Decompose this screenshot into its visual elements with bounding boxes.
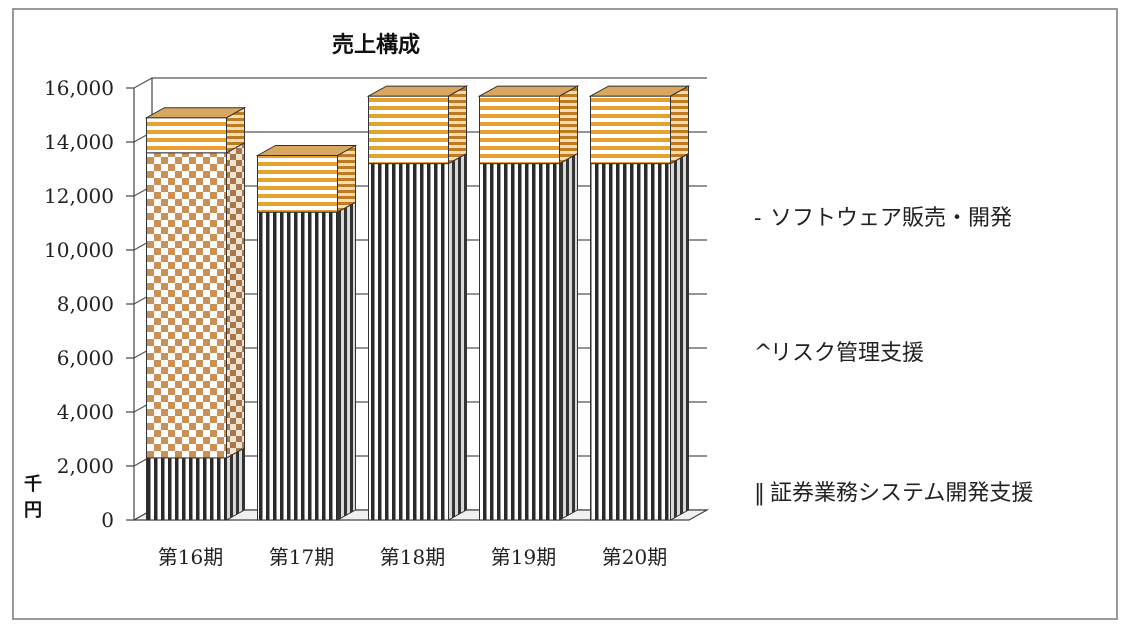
y-tick-label: 10,000	[44, 238, 114, 262]
legend-item: ‖ 証券業務システム開発支援	[754, 481, 1033, 506]
chart-frame: 0 2,000 4,000 6,000 8,000 10,000 12,000 14,000 1…	[12, 8, 1118, 620]
chart-canvas: 0 2,000 4,000 6,000 8,000 10,000 12,000 14,000 1…	[24, 32, 1033, 569]
x-category-label: 第19期	[491, 545, 556, 569]
bar-segment	[146, 141, 245, 459]
bar-segment	[255, 144, 358, 214]
y-tick-label: 0	[101, 508, 114, 532]
x-category-label: 第20期	[602, 545, 667, 569]
bar-segment	[477, 85, 580, 165]
bar-segment	[368, 152, 467, 521]
y-tick-label: 14,000	[44, 130, 114, 154]
x-category-label: 第16期	[158, 545, 223, 569]
bar-segment	[366, 85, 469, 165]
legend-label: 証券業務システム開発支援	[770, 481, 1033, 506]
legend-marker: ‖	[754, 481, 765, 506]
y-tick-label: 6,000	[57, 346, 114, 370]
bar-segment	[590, 152, 689, 521]
bar-segment	[146, 447, 245, 521]
legend-label: ソフトウェア販売・開発	[770, 206, 1012, 231]
legend: - ソフトウェア販売・開発 ^リスク管理支援 ‖ 証券業務システム開発支援	[754, 206, 1033, 506]
y-tick-label: 2,000	[57, 454, 114, 478]
y-tick-label: 4,000	[57, 400, 114, 424]
bar-segment	[257, 201, 356, 521]
chart-title: 売上構成	[332, 32, 420, 58]
legend-marker: -	[754, 206, 761, 231]
y-tick-label: 12,000	[44, 184, 114, 208]
y-axis-unit-label-top: 千	[24, 474, 42, 495]
legend-item: ^リスク管理支援	[754, 341, 924, 366]
axis-labels: 0 2,000 4,000 6,000 8,000 10,000 12,000 14,000 1…	[44, 76, 667, 569]
legend-item: - ソフトウェア販売・開発	[754, 206, 1012, 231]
bar-segment	[588, 85, 691, 165]
legend-label: リスク管理支援	[770, 341, 924, 366]
legend-marker: ^	[754, 341, 772, 366]
y-axis-unit-label-bottom: 円	[24, 500, 42, 521]
x-category-label: 第18期	[380, 545, 445, 569]
bar-segment	[479, 152, 578, 521]
x-category-label: 第17期	[269, 545, 334, 569]
bar-segment	[144, 106, 247, 154]
y-tick-label: 16,000	[44, 76, 114, 100]
bars	[144, 85, 691, 521]
y-tick-label: 8,000	[57, 292, 114, 316]
